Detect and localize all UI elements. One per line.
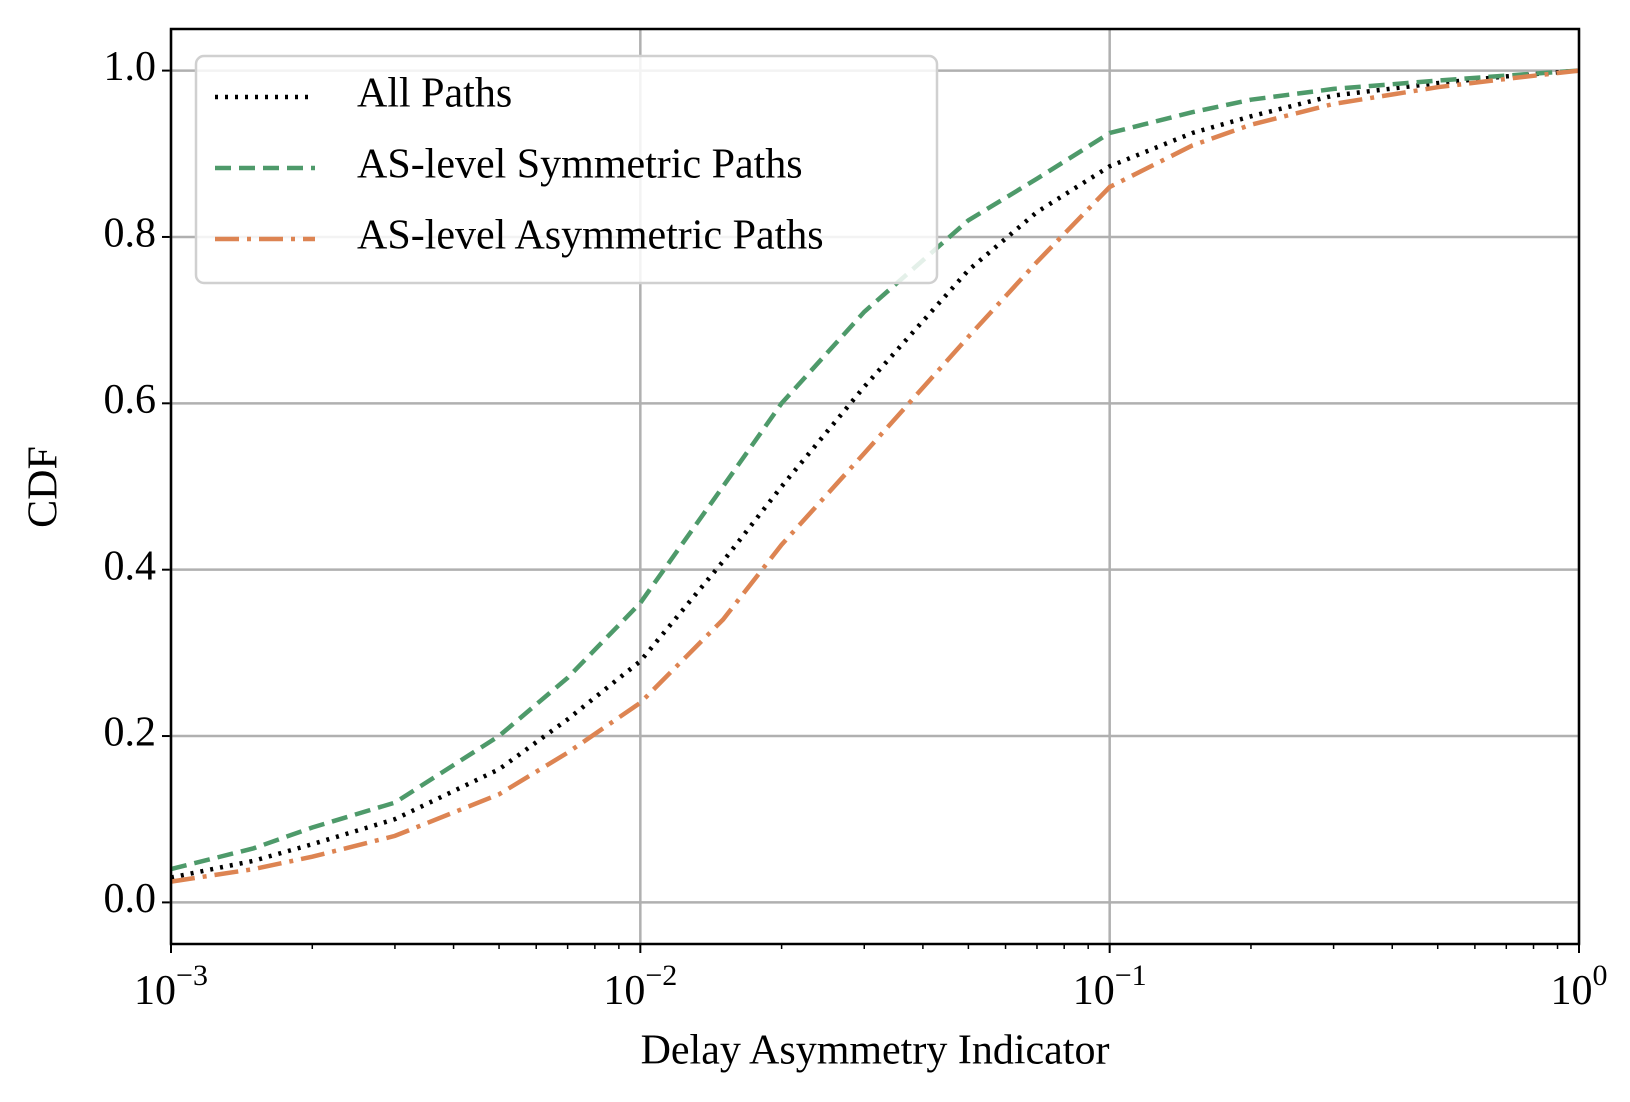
- legend-box: [194, 54, 939, 285]
- y-axis-label: CDF: [21, 446, 67, 528]
- x-tick-exponent: −3: [176, 959, 208, 992]
- series-line: [170, 68, 1580, 884]
- x-tick-base: 10: [1551, 968, 1593, 1014]
- y-tick-label: 0.2: [104, 710, 157, 756]
- x-tick-exponent: −1: [1115, 959, 1147, 992]
- legend-label: All Paths: [357, 71, 512, 117]
- legend-label: AS-level Symmetric Paths: [357, 142, 803, 188]
- y-tick-label: 0.6: [104, 377, 157, 423]
- plot-frame: [169, 27, 1581, 946]
- x-tick-exponent: −2: [645, 959, 677, 992]
- series-line: [170, 68, 1580, 880]
- x-tick-label: 10−1: [1073, 959, 1147, 1014]
- x-axis-label: Delay Asymmetry Indicator: [641, 1028, 1110, 1074]
- series-line: [170, 68, 1580, 872]
- x-tick-base: 10: [1073, 968, 1115, 1014]
- y-tick-label: 0.0: [104, 876, 157, 922]
- x-tick-label: 100: [1551, 959, 1608, 1014]
- x-tick-label: 10−2: [603, 959, 677, 1014]
- y-tick-label: 0.8: [104, 211, 157, 257]
- y-tick-label: 0.4: [104, 543, 157, 589]
- x-tick-base: 10: [134, 968, 176, 1014]
- y-tick-label: 1.0: [104, 44, 157, 90]
- x-tick-label: 10−3: [134, 959, 208, 1014]
- x-tick-base: 10: [603, 968, 645, 1014]
- legend-label: AS-level Asymmetric Paths: [357, 213, 824, 259]
- x-tick-exponent: 0: [1593, 959, 1608, 992]
